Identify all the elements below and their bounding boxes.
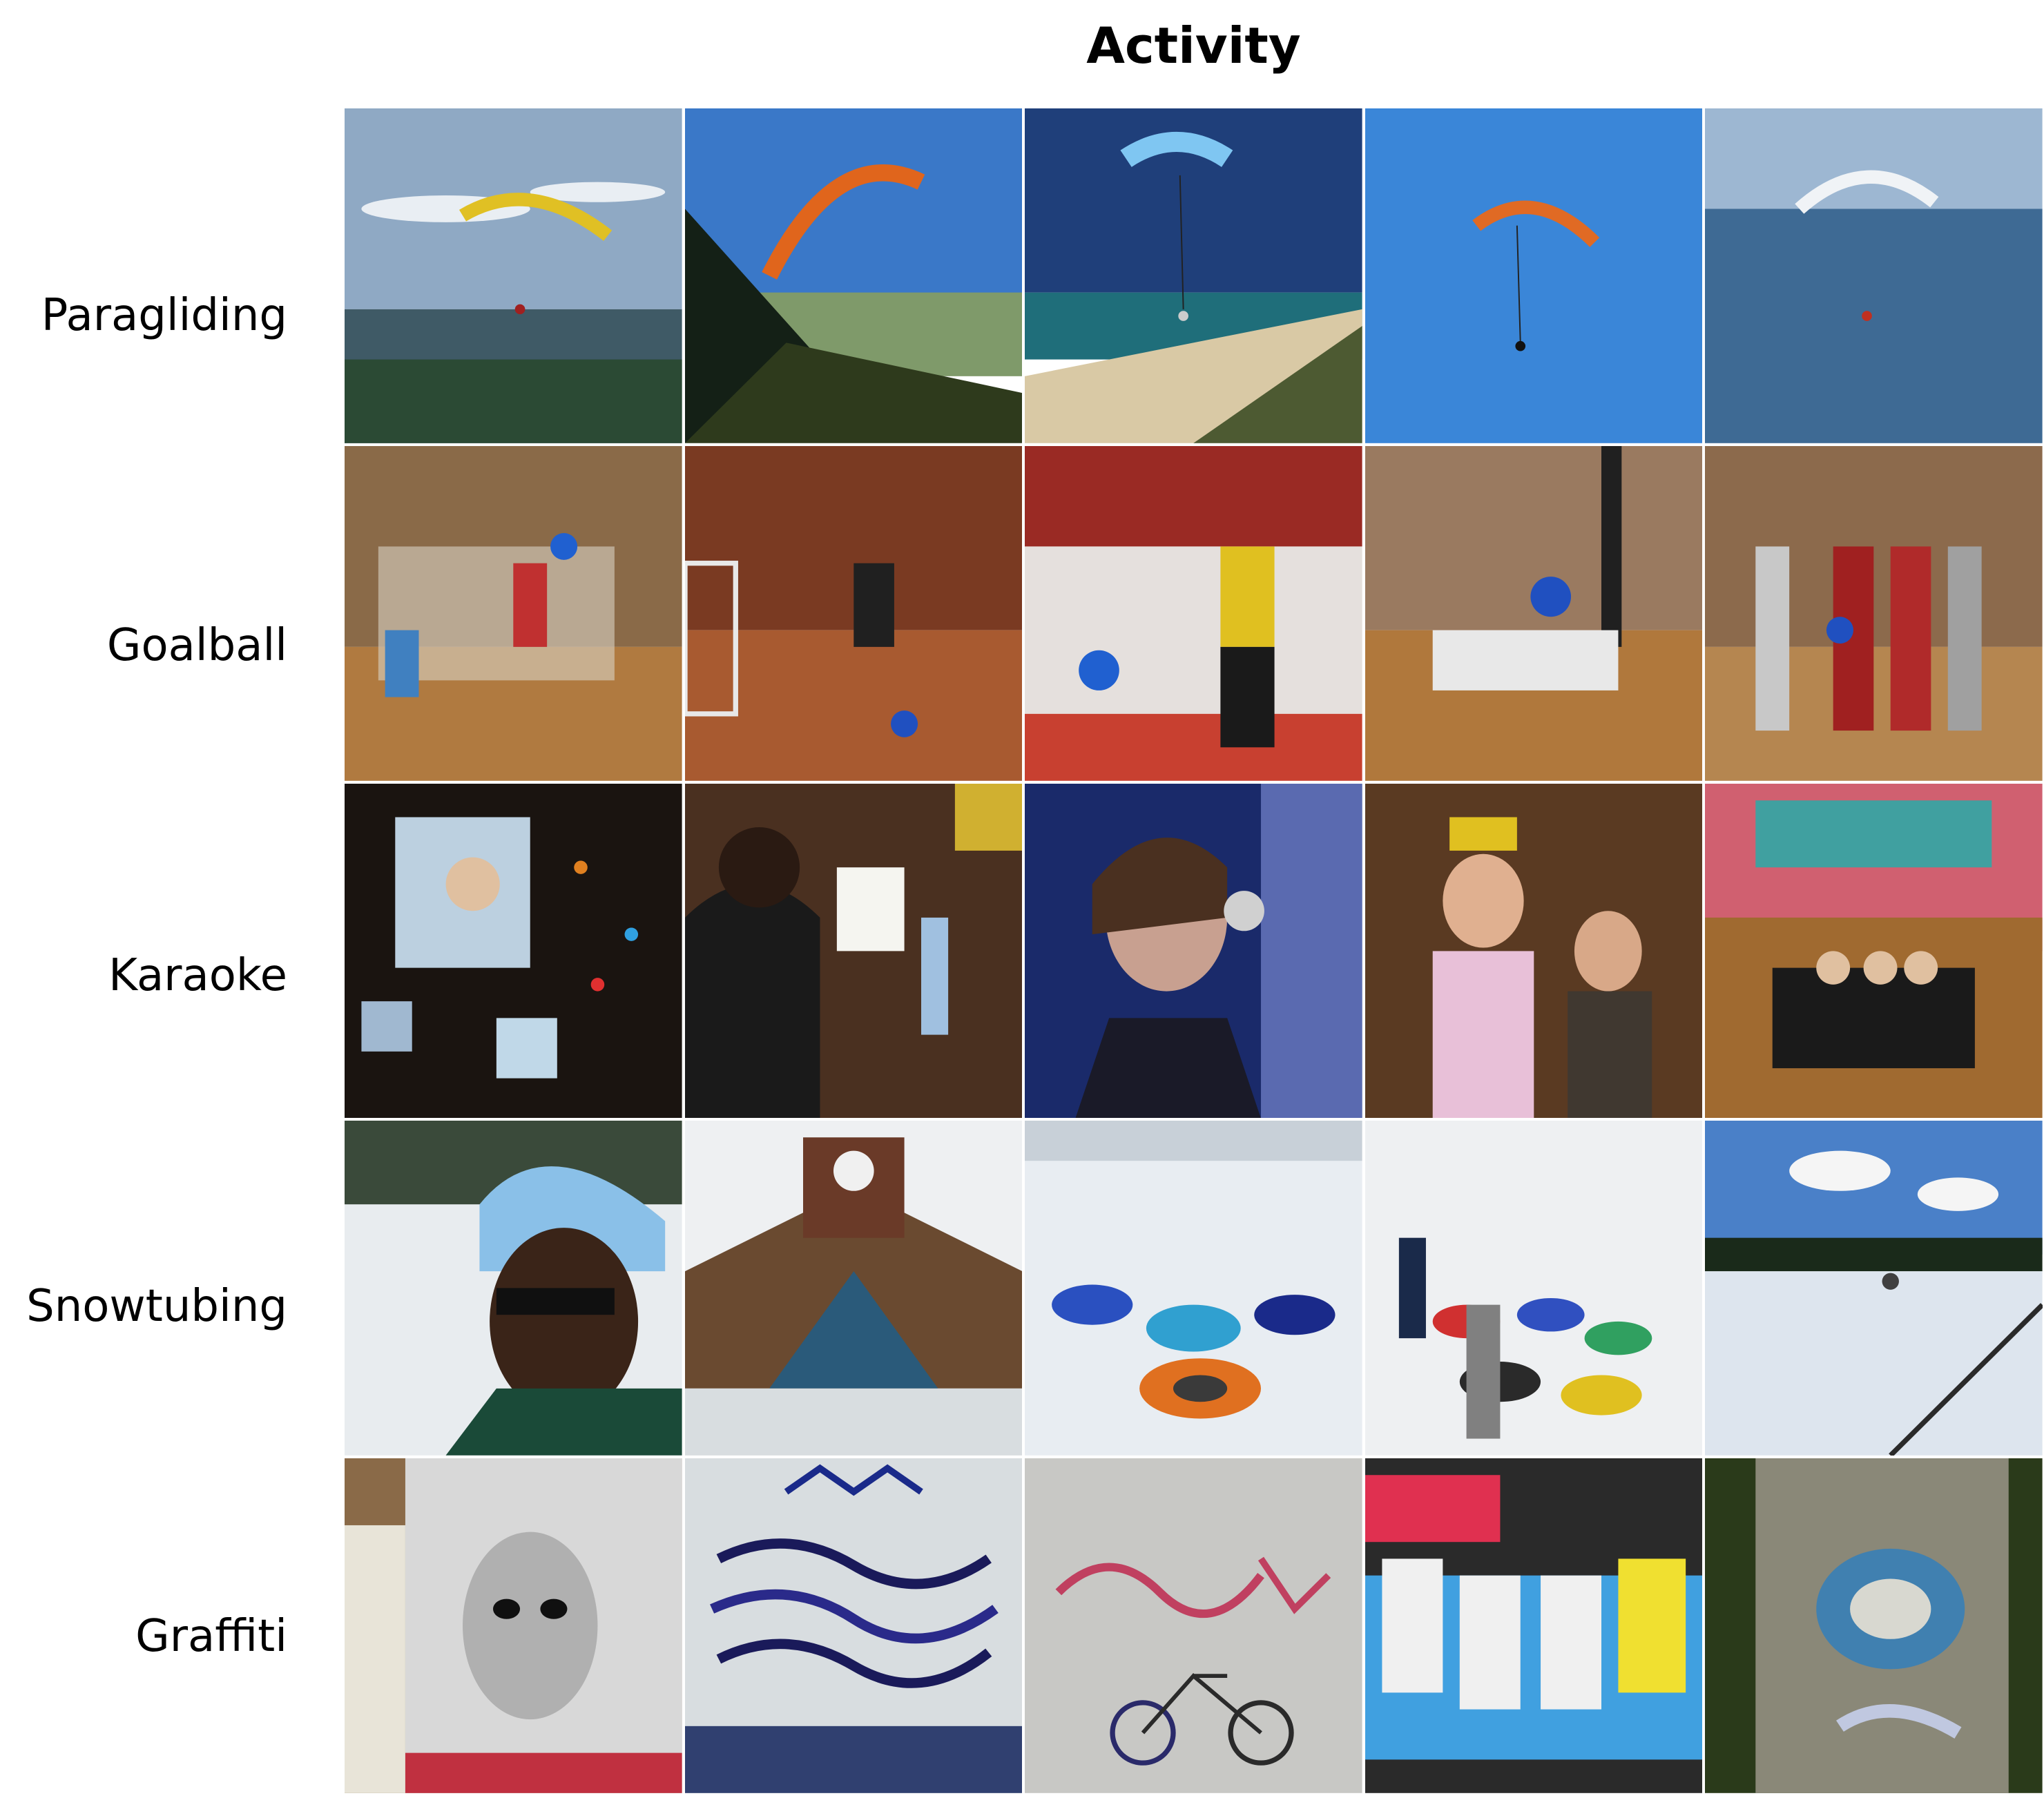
photo-snowtubing-5 bbox=[1705, 1121, 2043, 1456]
photo-goalball-3 bbox=[1025, 445, 1362, 781]
photo-goalball-2 bbox=[684, 445, 1023, 781]
photo-karaoke-2 bbox=[684, 783, 1023, 1119]
photo-goalball-1 bbox=[345, 445, 682, 781]
photo-paragliding-3 bbox=[1025, 108, 1362, 443]
photo-goalball-4 bbox=[1365, 445, 1703, 781]
photo-graffiti-1 bbox=[345, 1458, 682, 1793]
photo-karaoke-3 bbox=[1025, 783, 1362, 1119]
photo-snowtubing-3 bbox=[1025, 1121, 1362, 1456]
row-label-graffiti: Graffiti bbox=[135, 1611, 287, 1662]
photo-karaoke-1 bbox=[345, 783, 682, 1119]
photo-graffiti-3 bbox=[1025, 1458, 1362, 1793]
row-label-karaoke: Karaoke bbox=[108, 950, 287, 1001]
row-label-snowtubing: Snowtubing bbox=[26, 1281, 287, 1332]
photo-snowtubing-2 bbox=[684, 1121, 1023, 1456]
image-grid bbox=[345, 108, 2043, 1793]
photo-snowtubing-4 bbox=[1365, 1121, 1703, 1456]
photo-paragliding-1 bbox=[345, 108, 682, 443]
photo-graffiti-2 bbox=[684, 1458, 1023, 1793]
grid-title: Activity bbox=[1086, 17, 1301, 75]
photo-karaoke-5 bbox=[1705, 783, 2043, 1119]
photo-paragliding-2 bbox=[684, 108, 1023, 443]
photo-graffiti-4 bbox=[1365, 1458, 1703, 1793]
photo-paragliding-5 bbox=[1705, 108, 2043, 443]
row-label-goalball: Goalball bbox=[106, 620, 287, 671]
photo-goalball-5 bbox=[1705, 445, 2043, 781]
photo-karaoke-4 bbox=[1365, 783, 1703, 1119]
row-label-paragliding: Paragliding bbox=[41, 290, 287, 341]
photo-graffiti-5 bbox=[1705, 1458, 2043, 1793]
photo-snowtubing-1 bbox=[345, 1121, 682, 1456]
photo-paragliding-4 bbox=[1365, 108, 1703, 443]
